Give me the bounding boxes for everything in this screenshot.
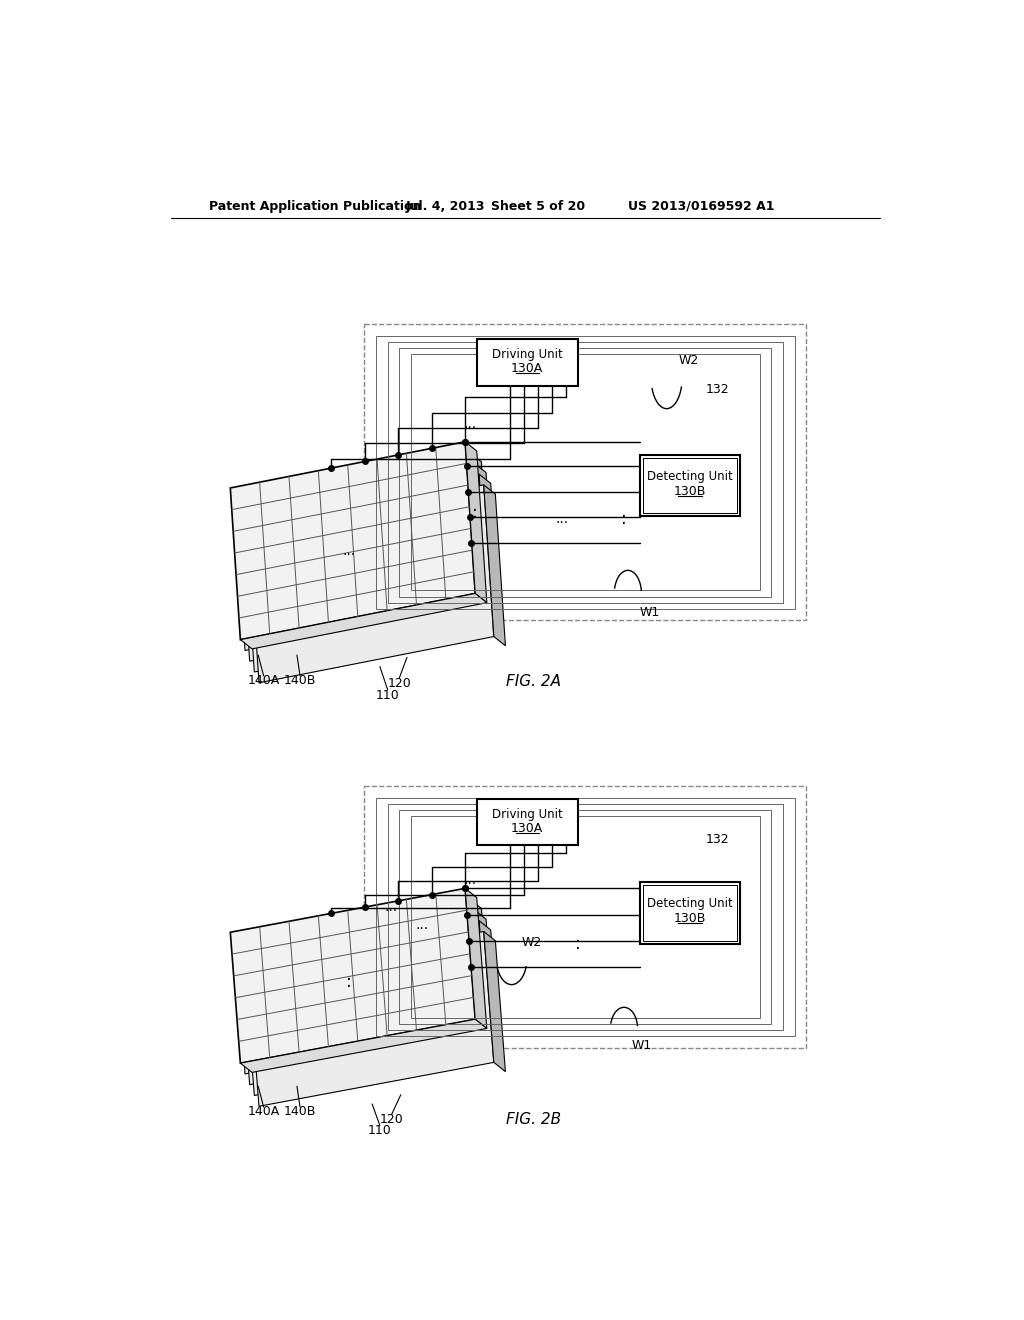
- Bar: [643, 886, 737, 941]
- Text: 120: 120: [387, 677, 411, 690]
- Polygon shape: [483, 932, 506, 1072]
- Text: Detecting Unit: Detecting Unit: [647, 898, 733, 911]
- Polygon shape: [230, 888, 475, 1063]
- Text: ...: ...: [555, 512, 568, 525]
- Bar: [365, 785, 806, 1048]
- Text: ...: ...: [464, 873, 477, 887]
- Text: W2: W2: [521, 936, 542, 949]
- Bar: [411, 354, 760, 590]
- Text: 130A: 130A: [511, 362, 544, 375]
- Polygon shape: [474, 909, 496, 1051]
- Bar: [388, 804, 783, 1030]
- Bar: [643, 458, 737, 513]
- Text: W1: W1: [632, 1039, 652, 1052]
- Text: Driving Unit: Driving Unit: [492, 348, 562, 362]
- Text: :: :: [622, 510, 627, 528]
- Text: W1: W1: [640, 606, 659, 619]
- Bar: [477, 339, 578, 385]
- Text: Driving Unit: Driving Unit: [492, 808, 562, 821]
- Polygon shape: [479, 474, 501, 635]
- Bar: [477, 799, 578, 845]
- Text: 140A: 140A: [248, 1105, 280, 1118]
- Bar: [388, 342, 783, 603]
- Polygon shape: [465, 888, 486, 1028]
- Bar: [640, 455, 740, 516]
- Polygon shape: [245, 474, 489, 672]
- Polygon shape: [465, 442, 486, 603]
- Bar: [365, 323, 806, 620]
- Polygon shape: [483, 484, 506, 645]
- Text: Sheet 5 of 20: Sheet 5 of 20: [490, 199, 585, 213]
- Text: 110: 110: [368, 1123, 392, 1137]
- Text: Detecting Unit: Detecting Unit: [647, 470, 733, 483]
- Text: :: :: [574, 935, 581, 953]
- Text: ...: ...: [464, 417, 477, 432]
- Text: FIG. 2B: FIG. 2B: [506, 1111, 561, 1127]
- Text: 140A: 140A: [248, 675, 280, 686]
- Polygon shape: [234, 453, 480, 651]
- Polygon shape: [249, 484, 494, 682]
- Bar: [399, 810, 771, 1024]
- Polygon shape: [241, 594, 486, 649]
- Polygon shape: [249, 932, 494, 1106]
- Text: 130B: 130B: [674, 484, 707, 498]
- Text: Patent Application Publication: Patent Application Publication: [209, 199, 422, 213]
- Text: Jul. 4, 2013: Jul. 4, 2013: [406, 199, 485, 213]
- Text: ...: ...: [385, 900, 398, 913]
- Bar: [399, 348, 771, 597]
- Text: 140B: 140B: [284, 1105, 316, 1118]
- Text: ...: ...: [342, 544, 355, 558]
- Text: 140B: 140B: [284, 675, 316, 686]
- Text: :: :: [472, 504, 478, 521]
- Polygon shape: [230, 442, 475, 640]
- Polygon shape: [245, 921, 489, 1096]
- Text: 130B: 130B: [674, 912, 707, 925]
- Text: :: :: [346, 973, 352, 991]
- Polygon shape: [479, 921, 501, 1061]
- Text: ...: ...: [416, 919, 429, 932]
- Bar: [376, 335, 795, 609]
- Text: W2: W2: [678, 354, 698, 367]
- Text: 130A: 130A: [511, 822, 544, 834]
- Polygon shape: [470, 453, 492, 614]
- Text: 132: 132: [706, 833, 729, 846]
- Text: 110: 110: [376, 689, 399, 702]
- Polygon shape: [234, 899, 480, 1074]
- Text: 120: 120: [380, 1113, 403, 1126]
- Polygon shape: [241, 1019, 486, 1072]
- Polygon shape: [470, 899, 492, 1039]
- Text: 132: 132: [706, 383, 729, 396]
- Bar: [411, 816, 760, 1018]
- Polygon shape: [240, 909, 484, 1085]
- Text: FIG. 2A: FIG. 2A: [506, 675, 561, 689]
- Text: US 2013/0169592 A1: US 2013/0169592 A1: [628, 199, 774, 213]
- Bar: [376, 797, 795, 1036]
- Polygon shape: [240, 463, 484, 661]
- Bar: [640, 882, 740, 944]
- Polygon shape: [474, 463, 496, 624]
